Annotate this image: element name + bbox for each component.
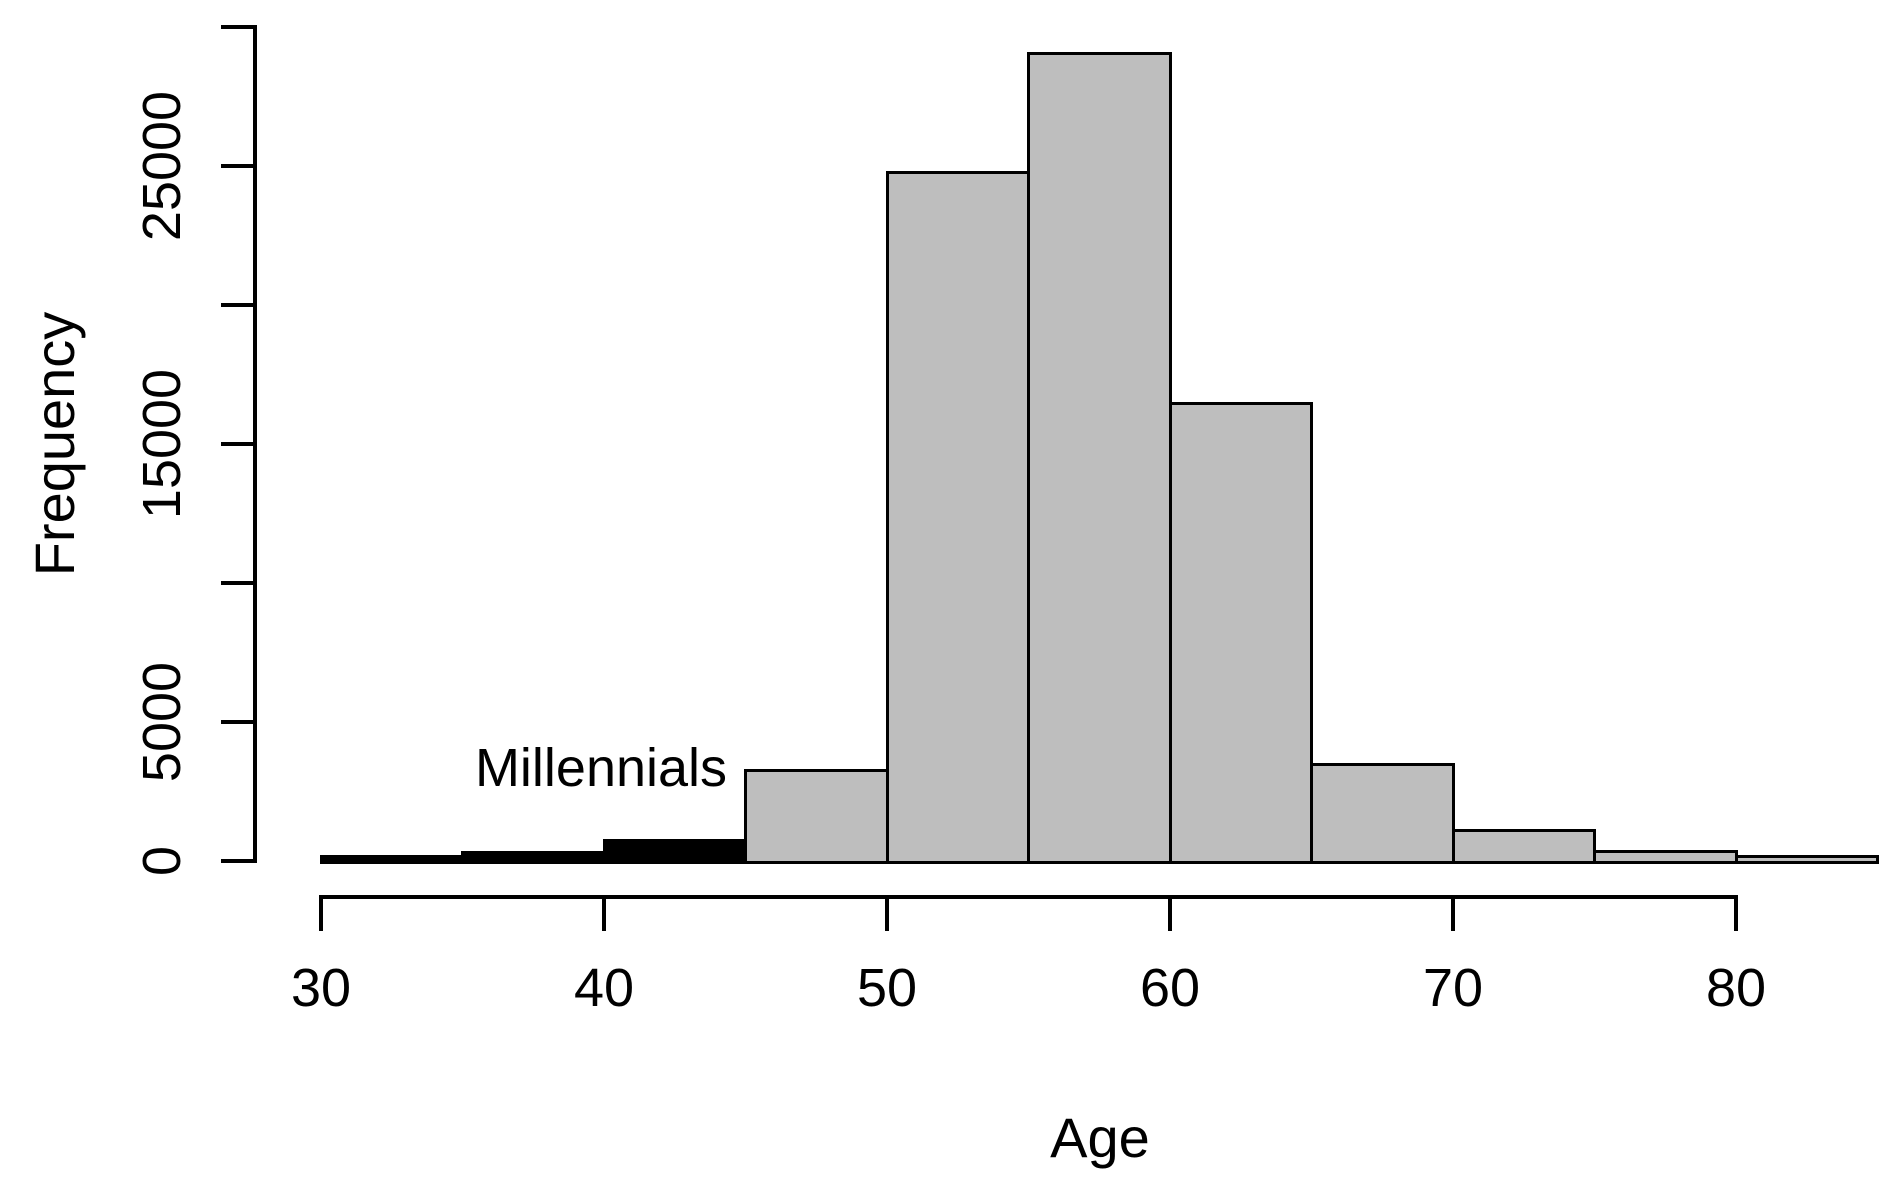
x-tick-label: 40 <box>573 958 635 1018</box>
histogram-bar <box>1734 855 1879 864</box>
y-tick-label: 0 <box>132 845 192 877</box>
histogram-bar <box>885 171 1030 864</box>
histogram-bar <box>744 769 889 864</box>
y-tick-label: 5000 <box>132 661 192 783</box>
histogram-bar <box>1027 51 1172 864</box>
y-tick <box>221 720 253 724</box>
x-tick <box>319 899 323 931</box>
histogram-bar <box>1593 849 1738 864</box>
millennials-annotation: Millennials <box>474 738 728 798</box>
x-tick <box>1734 899 1738 931</box>
x-axis-title: Age <box>1050 1106 1150 1169</box>
histogram-bar <box>461 851 606 864</box>
histogram-bar <box>319 855 464 864</box>
histogram-bar <box>1451 828 1596 864</box>
y-tick-label: 15000 <box>132 368 192 520</box>
x-tick <box>602 899 606 931</box>
histogram-bar <box>1168 402 1313 864</box>
y-tick <box>221 442 253 446</box>
y-tick <box>221 164 253 168</box>
y-tick <box>221 581 253 585</box>
histogram-bar <box>1310 763 1455 864</box>
x-tick-label: 80 <box>1705 958 1767 1018</box>
y-axis-line <box>253 25 257 863</box>
x-tick <box>1451 899 1455 931</box>
y-tick-label: 25000 <box>132 90 192 242</box>
y-tick <box>221 25 253 29</box>
histogram-bar <box>602 838 747 864</box>
x-tick-label: 60 <box>1139 958 1201 1018</box>
x-tick-label: 70 <box>1422 958 1484 1018</box>
x-tick-label: 50 <box>856 958 918 1018</box>
x-tick <box>1168 899 1172 931</box>
x-tick-label: 30 <box>290 958 352 1018</box>
x-axis-line <box>319 895 1738 899</box>
y-tick <box>221 303 253 307</box>
y-axis-title: Frequency <box>23 311 86 577</box>
y-tick <box>221 859 253 863</box>
x-tick <box>885 899 889 931</box>
